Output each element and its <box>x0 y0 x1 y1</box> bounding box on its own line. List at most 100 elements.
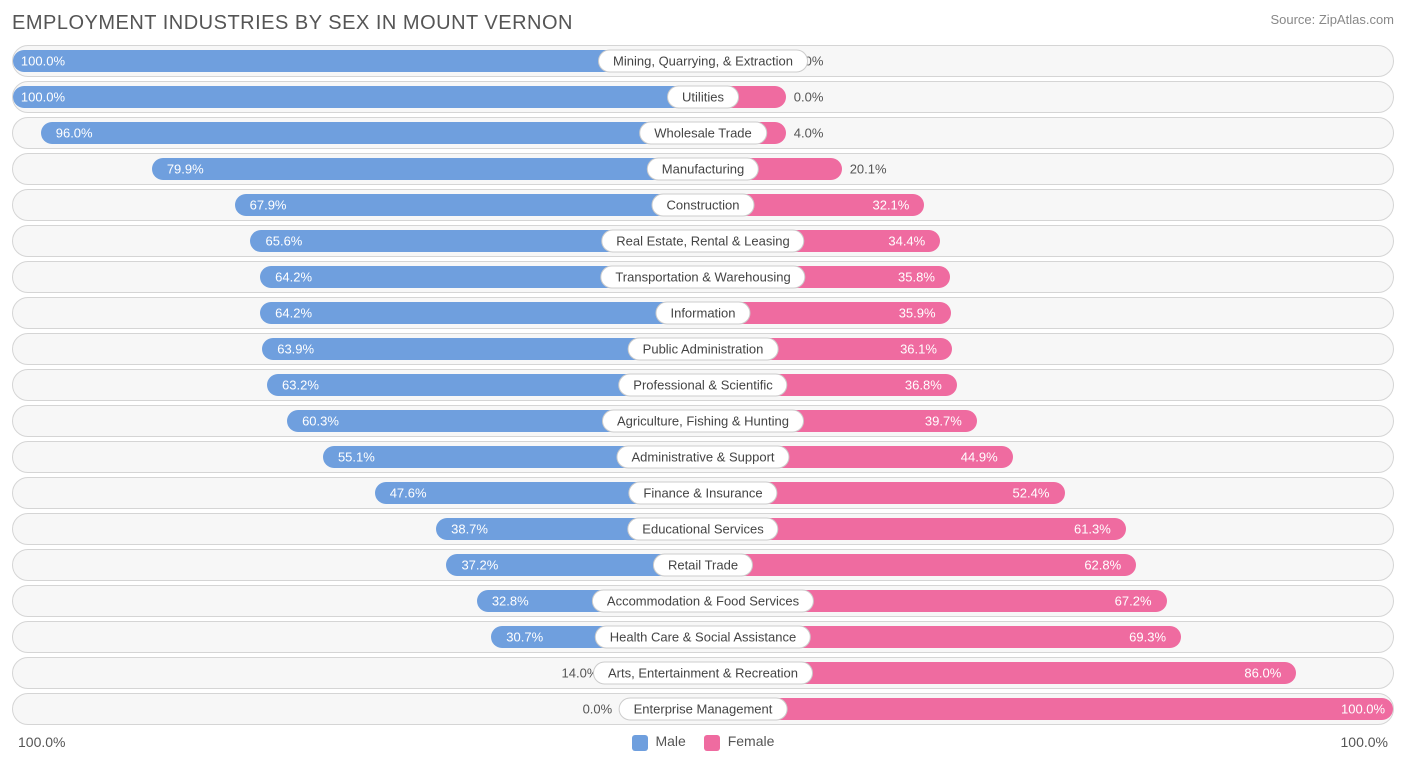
male-bar <box>235 194 704 216</box>
male-half: 65.6% <box>13 226 703 256</box>
male-bar <box>13 86 703 108</box>
female-percent-label: 39.7% <box>925 414 962 429</box>
legend-label-male: Male <box>655 733 685 749</box>
female-percent-label: 52.4% <box>1013 486 1050 501</box>
female-percent-label: 61.3% <box>1074 522 1111 537</box>
male-half: 67.9% <box>13 190 703 220</box>
chart-row: 63.9% 36.1% Public Administration <box>12 333 1394 365</box>
male-percent-label: 100.0% <box>21 90 65 105</box>
female-percent-label: 36.8% <box>905 378 942 393</box>
female-half: 0.0% <box>703 82 1393 112</box>
male-half: 64.2% <box>13 298 703 328</box>
legend-label-female: Female <box>728 733 775 749</box>
male-percent-label: 79.9% <box>167 162 204 177</box>
chart-row: 67.9%32.1%Construction <box>12 189 1394 221</box>
male-half: 100.0% <box>13 82 703 112</box>
female-percent-label: 35.9% <box>899 306 936 321</box>
chart-row: 100.0%0.0%Mining, Quarrying, & Extractio… <box>12 45 1394 77</box>
male-half: 60.3% <box>13 406 703 436</box>
female-percent-label: 36.1% <box>900 342 937 357</box>
male-percent-label: 47.6% <box>390 486 427 501</box>
chart-row: 55.1% 44.9% Administrative & Support <box>12 441 1394 473</box>
category-label: Professional & Scientific <box>618 374 787 397</box>
female-half: 100.0% <box>703 694 1393 724</box>
chart-row: 0.0% 100.0% Enterprise Management <box>12 693 1394 725</box>
legend-item-male: Male <box>632 733 686 750</box>
category-label: Utilities <box>667 86 739 109</box>
female-percent-label: 44.9% <box>961 450 998 465</box>
female-half: 39.7% <box>703 406 1393 436</box>
male-percent-label: 32.8% <box>492 594 529 609</box>
female-half: 44.9% <box>703 442 1393 472</box>
chart-row: 37.2%62.8%Retail Trade <box>12 549 1394 581</box>
legend-swatch-male <box>632 735 648 751</box>
chart-row: 38.7%61.3%Educational Services <box>12 513 1394 545</box>
legend-item-female: Female <box>704 733 775 750</box>
female-half: 4.0% <box>703 118 1393 148</box>
female-percent-label: 69.3% <box>1129 630 1166 645</box>
chart-row: 64.2% 35.8% Transportation & Warehousing <box>12 261 1394 293</box>
chart-row: 60.3% 39.7% Agriculture, Fishing & Hunting <box>12 405 1394 437</box>
male-percent-label: 0.0% <box>583 702 613 717</box>
category-label: Accommodation & Food Services <box>592 590 814 613</box>
female-percent-label: 100.0% <box>1341 702 1385 717</box>
male-percent-label: 64.2% <box>275 270 312 285</box>
category-label: Finance & Insurance <box>628 482 777 505</box>
male-percent-label: 65.6% <box>266 234 303 249</box>
category-label: Real Estate, Rental & Leasing <box>601 230 804 253</box>
female-half: 52.4% <box>703 478 1393 508</box>
male-percent-label: 63.2% <box>282 378 319 393</box>
female-percent-label: 86.0% <box>1244 666 1281 681</box>
female-half: 61.3% <box>703 514 1393 544</box>
chart-row: 32.8%67.2%Accommodation & Food Services <box>12 585 1394 617</box>
category-label: Administrative & Support <box>616 446 789 469</box>
chart-row: 63.2% 36.8% Professional & Scientific <box>12 369 1394 401</box>
female-percent-label: 34.4% <box>888 234 925 249</box>
chart-header: EMPLOYMENT INDUSTRIES BY SEX IN MOUNT VE… <box>12 12 1394 35</box>
male-half: 63.2% <box>13 370 703 400</box>
chart-row: 47.6% 52.4% Finance & Insurance <box>12 477 1394 509</box>
female-half: 62.8% <box>703 550 1393 580</box>
female-half: 20.1% <box>703 154 1393 184</box>
category-label: Enterprise Management <box>619 698 788 721</box>
male-percent-label: 37.2% <box>461 558 498 573</box>
male-percent-label: 63.9% <box>277 342 314 357</box>
female-percent-label: 20.1% <box>850 162 887 177</box>
female-percent-label: 35.8% <box>898 270 935 285</box>
chart-row: 79.9% 20.1% Manufacturing <box>12 153 1394 185</box>
male-half: 0.0% <box>13 694 703 724</box>
male-bar <box>260 302 703 324</box>
female-percent-label: 4.0% <box>794 126 824 141</box>
chart-source: Source: ZipAtlas.com <box>1270 12 1394 27</box>
male-half: 79.9% <box>13 154 703 184</box>
female-half: 35.8% <box>703 262 1393 292</box>
male-percent-label: 38.7% <box>451 522 488 537</box>
category-label: Manufacturing <box>647 158 759 181</box>
category-label: Information <box>655 302 750 325</box>
chart-row: 64.2% 35.9% Information <box>12 297 1394 329</box>
diverging-bar-chart: 100.0%0.0%Mining, Quarrying, & Extractio… <box>12 45 1394 725</box>
category-label: Health Care & Social Assistance <box>595 626 811 649</box>
male-percent-label: 60.3% <box>302 414 339 429</box>
male-percent-label: 55.1% <box>338 450 375 465</box>
female-half: 36.1% <box>703 334 1393 364</box>
category-label: Public Administration <box>628 338 779 361</box>
male-half: 47.6% <box>13 478 703 508</box>
chart-row: 30.7%69.3%Health Care & Social Assistanc… <box>12 621 1394 653</box>
female-bar <box>703 698 1393 720</box>
male-half: 55.1% <box>13 442 703 472</box>
male-half: 96.0% <box>13 118 703 148</box>
chart-row: 65.6% 34.4% Real Estate, Rental & Leasing <box>12 225 1394 257</box>
male-percent-label: 64.2% <box>275 306 312 321</box>
category-label: Agriculture, Fishing & Hunting <box>602 410 804 433</box>
chart-axis: 100.0% Male Female 100.0% <box>12 731 1394 753</box>
chart-row: 14.0%86.0%Arts, Entertainment & Recreati… <box>12 657 1394 689</box>
category-label: Transportation & Warehousing <box>600 266 805 289</box>
category-label: Arts, Entertainment & Recreation <box>593 662 813 685</box>
axis-right-label: 100.0% <box>1341 734 1388 750</box>
category-label: Wholesale Trade <box>639 122 767 145</box>
chart-row: 96.0% 4.0% Wholesale Trade <box>12 117 1394 149</box>
chart-legend: Male Female <box>632 733 775 750</box>
male-bar <box>41 122 703 144</box>
female-percent-label: 32.1% <box>872 198 909 213</box>
